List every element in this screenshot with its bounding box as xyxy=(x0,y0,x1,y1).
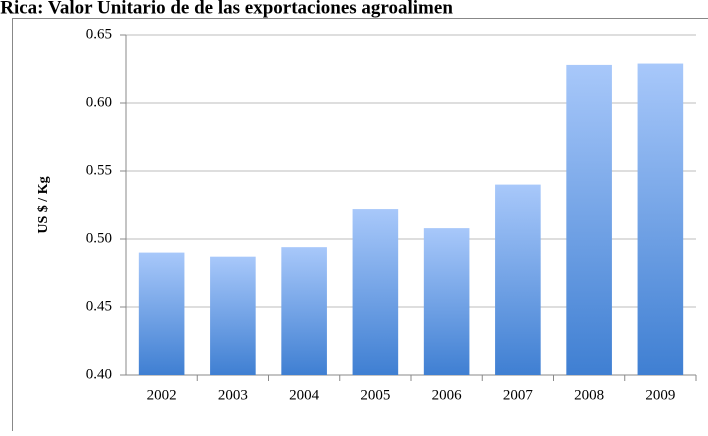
bar xyxy=(210,257,256,375)
y-tick-label: 0.55 xyxy=(86,162,112,178)
x-tick-label: 2009 xyxy=(645,387,675,403)
x-tick-label: 2008 xyxy=(574,387,604,403)
y-tick-label: 0.40 xyxy=(86,366,112,382)
x-tick-label: 2005 xyxy=(360,387,390,403)
bar xyxy=(353,209,399,375)
bar xyxy=(638,64,684,375)
bar xyxy=(495,185,541,375)
chart-title: a Rica: Valor Unitario de de las exporta… xyxy=(0,0,453,18)
x-tick-label: 2007 xyxy=(503,387,534,403)
y-tick-label: 0.60 xyxy=(86,94,112,110)
x-tick-label: 2006 xyxy=(432,387,463,403)
x-tick-label: 2004 xyxy=(289,387,320,403)
bar xyxy=(424,228,470,375)
y-axis-label: US $ / Kg xyxy=(36,176,51,233)
bar xyxy=(139,253,185,375)
x-tick-label: 2002 xyxy=(147,387,177,403)
x-tick-label: 2003 xyxy=(218,387,248,403)
bar xyxy=(281,247,327,375)
bar xyxy=(566,65,612,375)
y-tick-label: 0.65 xyxy=(86,26,112,42)
y-tick-label: 0.45 xyxy=(86,298,112,314)
y-tick-label: 0.50 xyxy=(86,230,112,246)
